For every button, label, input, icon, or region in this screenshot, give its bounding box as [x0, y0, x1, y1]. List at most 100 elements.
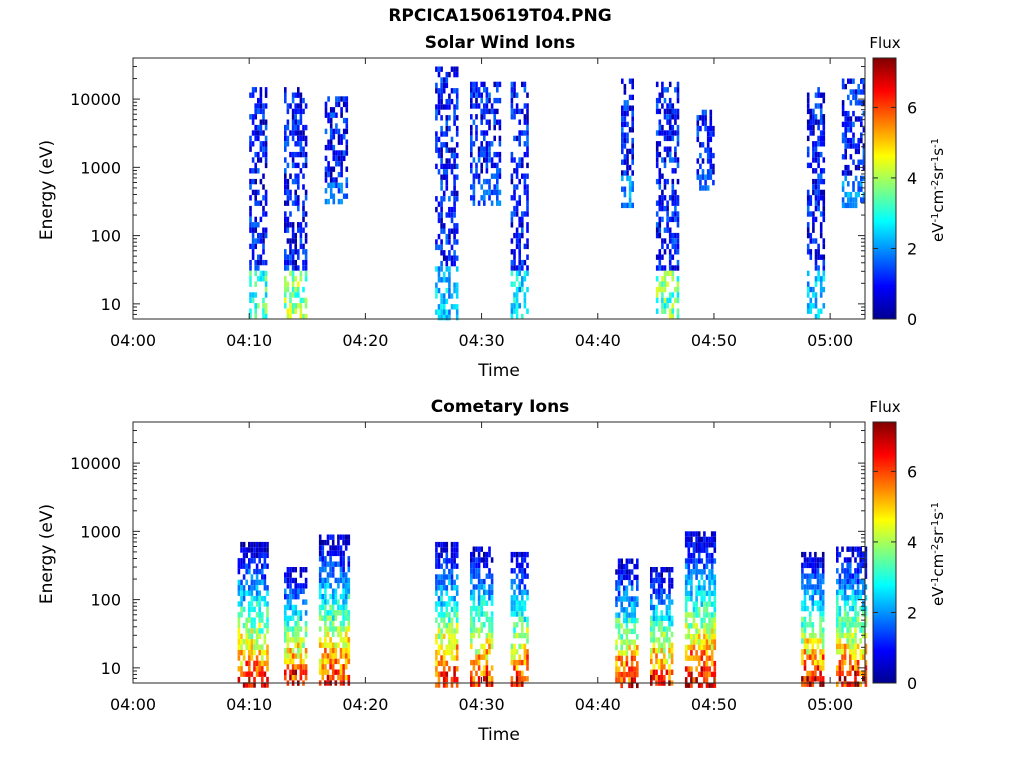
- spectrogram-cell: [284, 249, 287, 255]
- spectrogram-cell: [814, 649, 817, 655]
- spectrogram-cell: [684, 596, 688, 602]
- spectrogram-cell: [304, 631, 308, 638]
- spectrogram-cell: [440, 595, 443, 602]
- spectrogram-cell: [857, 116, 860, 122]
- spectrogram-cell: [668, 588, 671, 594]
- spectrogram-cell: [703, 601, 706, 607]
- spectrogram-cell: [513, 589, 516, 596]
- spectrogram-cell: [445, 185, 449, 191]
- spectrogram-cell: [854, 89, 858, 95]
- spectrogram-cell: [248, 558, 251, 564]
- spectrogram-cell: [455, 190, 459, 197]
- spectrogram-cell: [817, 92, 820, 98]
- spectrogram-cell: [284, 588, 287, 594]
- spectrogram-cell: [326, 615, 330, 621]
- spectrogram-cell: [440, 142, 443, 148]
- spectrogram-cell: [332, 193, 336, 199]
- spectrogram-cell: [302, 637, 305, 643]
- spectrogram-cell: [324, 615, 327, 621]
- spectrogram-cell: [332, 134, 336, 140]
- spectrogram-cell: [684, 601, 688, 607]
- spectrogram-cell: [470, 114, 473, 120]
- spectrogram-cell: [240, 666, 243, 672]
- spectrogram-cell: [329, 112, 333, 118]
- spectrogram-cell: [327, 198, 330, 205]
- spectrogram-cell: [713, 660, 717, 667]
- spectrogram-cell: [510, 265, 514, 271]
- spectrogram-cell: [625, 612, 629, 618]
- spectrogram-cell: [668, 567, 671, 573]
- spectrogram-cell: [668, 146, 672, 152]
- spectrogram-cell: [453, 228, 456, 234]
- spectrogram-cell: [636, 563, 639, 570]
- spectrogram-cell: [628, 612, 631, 618]
- spectrogram-cell: [668, 114, 672, 120]
- spectrogram-cell: [615, 596, 618, 602]
- spectrogram-cell: [450, 649, 454, 656]
- spectrogram-cell: [854, 643, 857, 650]
- spectrogram-cell: [485, 616, 489, 623]
- spectrogram-cell: [515, 600, 519, 606]
- spectrogram-cell: [849, 143, 853, 149]
- spectrogram-cell: [261, 649, 264, 656]
- spectrogram-cell: [304, 162, 308, 169]
- spectrogram-cell: [705, 633, 709, 640]
- spectrogram-cell: [849, 681, 852, 687]
- spectrogram-cell: [615, 661, 618, 667]
- spectrogram-cell: [475, 611, 478, 617]
- spectrogram-cell: [803, 659, 807, 666]
- spectrogram-cell: [345, 107, 349, 113]
- spectrogram-cell: [337, 150, 341, 156]
- spectrogram-cell: [663, 108, 667, 115]
- spectrogram-cell: [254, 151, 257, 158]
- spectrogram-cell: [286, 108, 290, 115]
- spectrogram-cell: [442, 271, 446, 278]
- spectrogram-cell: [620, 682, 623, 689]
- spectrogram-cell: [485, 141, 489, 147]
- spectrogram-cell: [442, 277, 446, 283]
- spectrogram-cell: [655, 669, 658, 675]
- spectrogram-cell: [854, 143, 858, 149]
- spectrogram-cell: [630, 569, 634, 575]
- spectrogram-cell: [284, 276, 287, 282]
- spectrogram-cell: [521, 276, 524, 282]
- spectrogram-cell: [304, 621, 308, 627]
- spectrogram-cell: [617, 655, 621, 662]
- spectrogram-cell: [513, 114, 516, 120]
- spectrogram-cell: [628, 666, 631, 672]
- spectrogram-cell: [488, 670, 491, 677]
- spectrogram-cell: [814, 114, 818, 120]
- spectrogram-cell: [442, 228, 446, 234]
- spectrogram-cell: [633, 655, 636, 662]
- spectrogram-cell: [251, 249, 255, 255]
- spectrogram-cell: [480, 643, 483, 650]
- spectrogram-cell: [254, 87, 257, 93]
- spectrogram-cell: [237, 617, 241, 623]
- spectrogram-cell: [480, 108, 483, 115]
- spectrogram-cell: [291, 157, 295, 163]
- spectrogram-cell: [455, 304, 459, 310]
- spectrogram-cell: [657, 599, 661, 605]
- spectrogram-cell: [475, 627, 478, 633]
- spectrogram-cell: [620, 639, 623, 645]
- spectrogram-cell: [480, 557, 483, 563]
- spectrogram-cell: [470, 562, 473, 569]
- spectrogram-cell: [676, 276, 680, 282]
- spectrogram-cell: [809, 211, 813, 217]
- spectrogram-cell: [708, 682, 711, 688]
- spectrogram-cell: [692, 531, 696, 537]
- spectrogram-cell: [342, 101, 346, 108]
- spectrogram-cell: [289, 238, 292, 244]
- spectrogram-cell: [518, 589, 521, 596]
- spectrogram-cell: [510, 151, 514, 158]
- spectrogram-cell: [266, 541, 269, 548]
- spectrogram-cell: [442, 250, 446, 256]
- spectrogram-cell: [862, 622, 865, 628]
- spectrogram-cell: [445, 644, 449, 650]
- spectrogram-cell: [251, 92, 255, 98]
- spectrogram-cell: [510, 281, 514, 287]
- spectrogram-cell: [335, 96, 338, 102]
- spectrogram-cell: [661, 216, 664, 223]
- spectrogram-cell: [242, 574, 246, 580]
- spectrogram-cell: [526, 184, 529, 190]
